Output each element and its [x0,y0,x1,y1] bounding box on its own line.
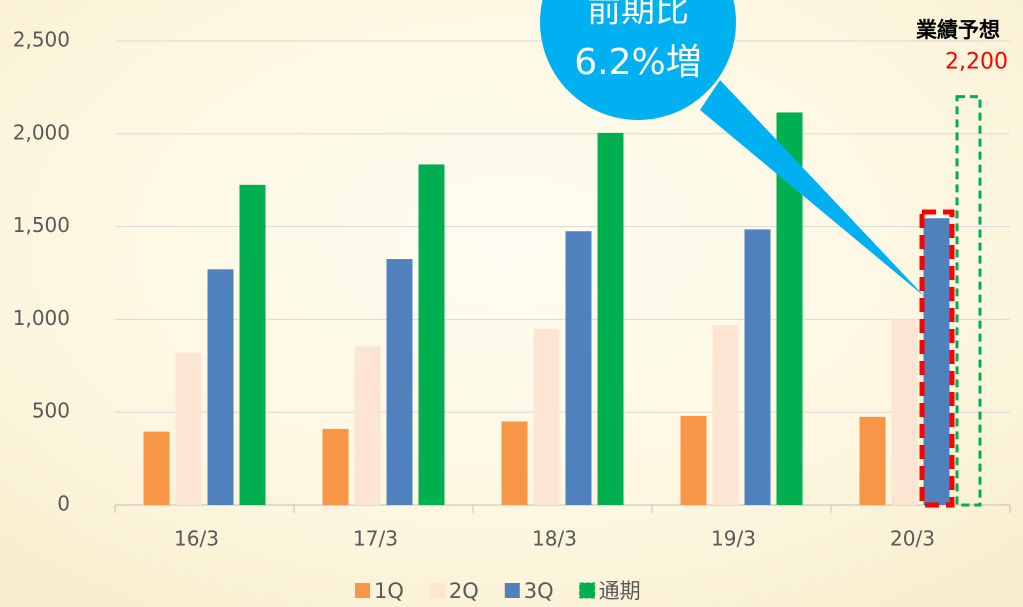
bar [891,319,918,505]
y-tick-label: 1,500 [13,213,70,237]
legend-swatch [504,583,520,598]
y-tick-label: 2,000 [13,120,70,144]
bar [597,132,624,505]
value-label: 2,200 [945,50,1008,75]
y-tick-label: 2,500 [13,28,70,52]
x-tick-label: 17/3 [353,527,398,551]
legend-swatch [579,582,596,599]
legend-label: 1Q [374,579,404,603]
bar [923,218,950,506]
x-tick-label: 19/3 [711,527,756,551]
highlight-box [919,209,955,508]
forecast-label: 業績予想 [916,18,1000,42]
bar [680,415,707,505]
y-tick-label: 1,000 [13,306,70,330]
bar [322,428,349,505]
y-tick-label: 0 [57,492,70,516]
bar [239,184,266,505]
x-tick-label: 18/3 [532,527,577,551]
bar [565,231,592,506]
legend-label: 3Q [524,579,554,603]
bar [386,259,413,505]
legend-swatch [355,583,370,598]
bar [354,346,381,505]
legend-swatch [429,583,445,598]
bar [533,328,560,505]
bar [418,164,445,505]
bar [501,421,528,505]
bar [175,352,202,505]
y-tick-label: 500 [32,399,70,423]
bar [207,269,234,505]
forecast-bar [955,95,982,507]
x-tick-label: 20/3 [890,527,935,551]
callout-line2: 6.2%増 [574,42,701,83]
x-tick-label: 16/3 [174,527,219,551]
bar [859,416,886,505]
callout-tail [700,80,925,297]
bar [712,324,739,505]
callout-bubble [540,0,736,120]
legend-label: 通期 [599,579,641,603]
bar [143,431,170,505]
callout-line1: 前期比 [587,0,689,31]
legend-label: 2Q [449,579,479,603]
bar [744,229,771,505]
